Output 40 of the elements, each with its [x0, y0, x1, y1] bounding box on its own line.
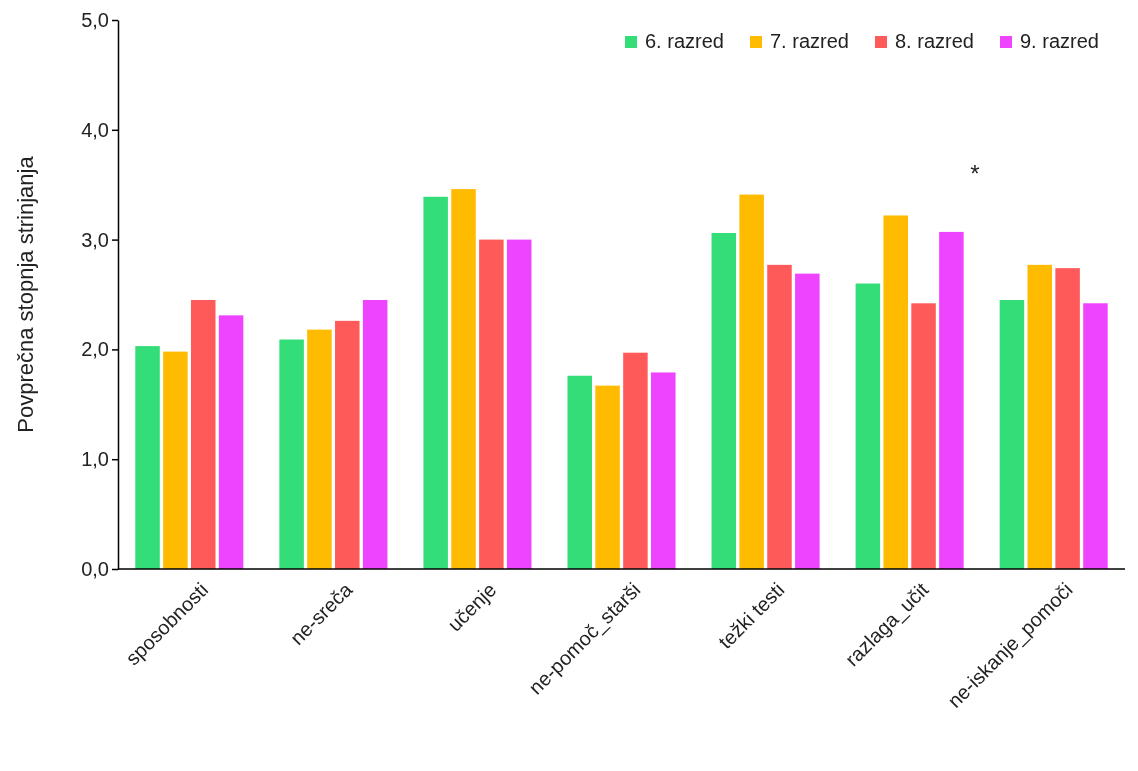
y-tick-label: 1,0	[81, 448, 109, 471]
bar	[506, 239, 532, 569]
bar	[623, 352, 648, 569]
bar	[1027, 264, 1053, 569]
bar	[739, 194, 764, 569]
bar	[1055, 268, 1080, 569]
bar	[451, 189, 476, 569]
bar	[279, 339, 304, 569]
bar	[883, 215, 908, 569]
bar	[190, 299, 216, 569]
bar	[999, 299, 1025, 569]
bar	[567, 375, 592, 569]
bar	[795, 273, 820, 569]
bar	[362, 299, 388, 569]
legend-label: 6. razred	[645, 30, 724, 52]
y-tick-label: 0,0	[81, 557, 109, 580]
y-tick-label: 3,0	[81, 228, 109, 251]
bar	[855, 283, 881, 569]
legend-label: 8. razred	[895, 30, 974, 52]
bar	[423, 196, 448, 569]
bar	[651, 372, 676, 569]
bar	[163, 351, 188, 569]
bar	[595, 385, 620, 569]
bar	[939, 231, 964, 569]
y-tick-label: 4,0	[81, 118, 109, 141]
y-axis-title: Povprečna stopnja strinjanja	[13, 155, 38, 433]
bar	[711, 233, 737, 569]
bar	[479, 239, 504, 569]
bar	[307, 329, 332, 569]
bar	[135, 346, 160, 569]
bar	[767, 264, 792, 569]
y-tick-label: 5,0	[81, 8, 109, 31]
bar	[911, 303, 936, 569]
annotation: *	[970, 160, 980, 187]
legend-label: 9. razred	[1020, 30, 1099, 52]
bar	[1083, 303, 1108, 569]
legend-label: 7. razred	[770, 30, 849, 52]
y-tick-label: 2,0	[81, 338, 109, 361]
bar	[335, 320, 360, 569]
bar	[218, 315, 244, 569]
